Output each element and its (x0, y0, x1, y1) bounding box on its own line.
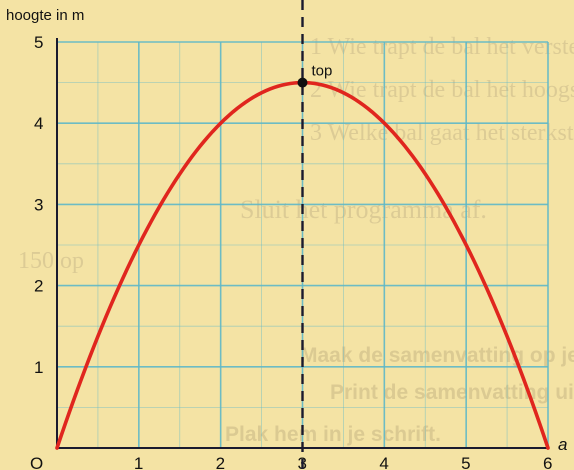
x-tick-label: 4 (379, 454, 388, 470)
y-tick-label: 3 (34, 195, 43, 214)
y-tick-label: 2 (34, 277, 43, 296)
bg-text-line: 3 Welke bal gaat het sterkst omhoog? (310, 120, 574, 146)
x-tick-label: 1 (134, 454, 143, 470)
x-tick-label: 5 (461, 454, 470, 470)
bg-text-line: Print de samenvatting uit. (330, 381, 574, 404)
bg-text-line: Maak de samenvatting op je PC-scherm (300, 344, 574, 367)
y-tick-label: 4 (34, 114, 43, 133)
bg-text-line: Sluit het programma af. (240, 195, 487, 224)
bg-text-line: 150 op (18, 248, 84, 274)
top-label: top (312, 63, 333, 80)
y-axis-title: hoogte in m (6, 7, 84, 24)
x-axis-variable: a (558, 435, 567, 454)
y-tick-label: 5 (34, 33, 43, 52)
x-tick-label: 2 (216, 454, 225, 470)
background-text: 1 Wie trapt de bal het verste weg? 2 Wie… (18, 34, 574, 446)
bg-text-line: 2 Wie trapt de bal het hoogst? (310, 77, 574, 103)
bg-text-line: Plak hem in je schrift. (225, 423, 441, 446)
origin-label: O (30, 454, 43, 470)
x-tick-label: 6 (543, 454, 552, 470)
top-point (297, 77, 308, 88)
y-tick-label: 1 (34, 358, 43, 377)
bg-text-line: 1 Wie trapt de bal het verste weg? (310, 34, 574, 60)
tick-labels: 12345612345 (34, 33, 552, 470)
